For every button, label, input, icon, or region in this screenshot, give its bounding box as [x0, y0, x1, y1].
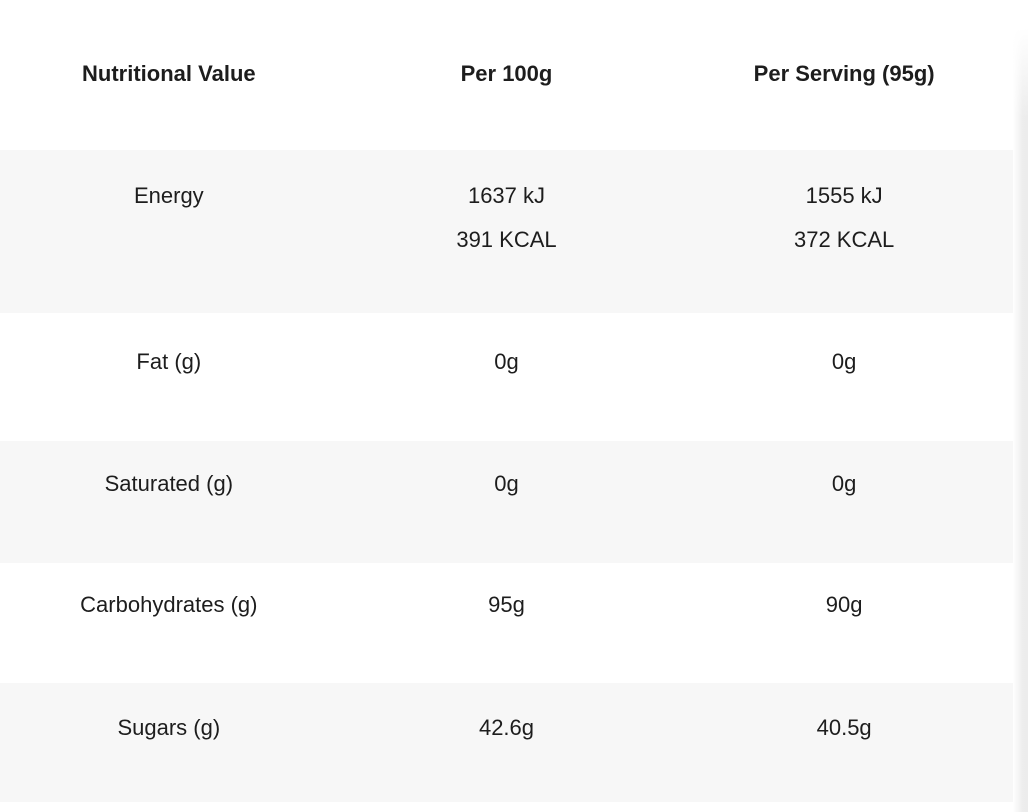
saturated-per-100g-value: 0g	[494, 471, 519, 496]
energy-per-100g-kj: 1637 kJ	[467, 183, 546, 208]
energy-per-serving-kcal: 372 KCAL	[793, 227, 895, 252]
right-scroll-shadow	[1013, 28, 1028, 812]
column-header-per-100g: Per 100g	[460, 61, 553, 86]
energy-per-serving-value: 1555 kJ 372 KCAL	[675, 174, 1013, 313]
carbohydrates-per-serving-value: 90g	[825, 592, 863, 617]
sugars-per-100g-value: 42.6g	[478, 715, 535, 740]
energy-label: Energy	[133, 183, 204, 208]
column-header-per-serving: Per Serving (95g)	[753, 61, 935, 86]
fat-per-serving-value: 0g	[831, 349, 857, 374]
fat-per-100g-value: 0g	[494, 349, 519, 374]
sugars-label: Sugars (g)	[117, 715, 221, 740]
column-header-nutritional-value: Nutritional Value	[82, 61, 256, 86]
sugars-per-serving-value: 40.5g	[816, 715, 872, 740]
table-row-sugars: Sugars (g) 42.6g 40.5g	[0, 683, 1013, 802]
table-row-saturated: Saturated (g) 0g 0g	[0, 441, 1013, 563]
energy-per-serving-kj: 1555 kJ	[805, 183, 883, 208]
table-header-row: Nutritional Value Per 100g Per Serving (…	[0, 25, 1013, 150]
energy-per-100g-value: 1637 kJ 391 KCAL	[338, 174, 676, 313]
saturated-label: Saturated (g)	[104, 471, 234, 496]
carbohydrates-per-100g-value: 95g	[488, 592, 525, 617]
carbohydrates-label: Carbohydrates (g)	[80, 592, 258, 617]
nutrition-table: Nutritional Value Per 100g Per Serving (…	[0, 25, 1013, 802]
saturated-per-serving-value: 0g	[831, 471, 857, 496]
table-row-energy: Energy 1637 kJ 391 KCAL 1555 kJ 372 KCAL	[0, 150, 1013, 313]
energy-per-100g-kcal: 391 KCAL	[456, 227, 557, 252]
fat-label: Fat (g)	[136, 349, 202, 374]
table-row-fat: Fat (g) 0g 0g	[0, 313, 1013, 441]
table-row-carbohydrates: Carbohydrates (g) 95g 90g	[0, 563, 1013, 683]
